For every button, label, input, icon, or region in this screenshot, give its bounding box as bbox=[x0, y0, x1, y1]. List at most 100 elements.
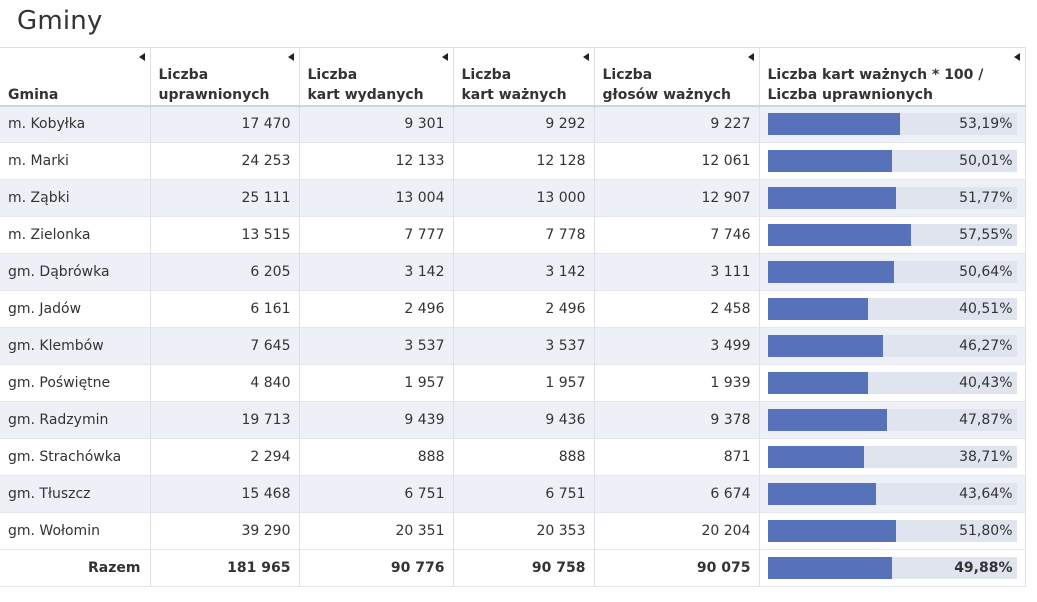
total-waznych: 90 758 bbox=[453, 549, 595, 587]
progress-bar: 50,64% bbox=[767, 261, 1017, 283]
total-glosow: 90 075 bbox=[594, 549, 760, 587]
cell-glosow: 1 939 bbox=[594, 364, 760, 402]
cell-uprawnionych: 7 645 bbox=[150, 327, 300, 365]
cell-gmina: m. Ząbki bbox=[0, 179, 151, 217]
table-row: gm. Jadów 6 161 2 496 2 496 2 458 40,51% bbox=[0, 290, 1026, 328]
cell-wydanych: 6 751 bbox=[299, 475, 454, 513]
progress-bar-fill bbox=[767, 261, 894, 283]
cell-waznych: 3 142 bbox=[453, 253, 595, 291]
progress-bar-label: 50,64% bbox=[959, 264, 1013, 280]
column-header-uprawnionych[interactable]: Liczba uprawnionych bbox=[150, 47, 300, 107]
cell-frekwencja: 38,71% bbox=[759, 438, 1026, 476]
table-row: m. Marki 24 253 12 133 12 128 12 061 50,01% bbox=[0, 142, 1026, 180]
cell-waznych: 2 496 bbox=[453, 290, 595, 328]
progress-bar-fill bbox=[767, 520, 897, 542]
progress-bar-label: 49,88% bbox=[954, 560, 1013, 576]
progress-bar: 46,27% bbox=[767, 335, 1017, 357]
column-header-waznych[interactable]: Liczba kart ważnych bbox=[453, 47, 595, 107]
cell-wydanych: 3 537 bbox=[299, 327, 454, 365]
progress-bar: 47,87% bbox=[767, 409, 1017, 431]
cell-gmina: gm. Wołomin bbox=[0, 512, 151, 550]
cell-wydanych: 7 777 bbox=[299, 216, 454, 254]
column-header-glosow[interactable]: Liczba głosów ważnych bbox=[594, 47, 760, 107]
cell-gmina: gm. Radzymin bbox=[0, 401, 151, 439]
progress-bar-label: 47,87% bbox=[959, 412, 1013, 428]
table-row: gm. Strachówka 2 294 888 888 871 38,71% bbox=[0, 438, 1026, 476]
cell-frekwencja: 50,01% bbox=[759, 142, 1026, 180]
cell-waznych: 20 353 bbox=[453, 512, 595, 550]
table-row: gm. Radzymin 19 713 9 439 9 436 9 378 47,87% bbox=[0, 401, 1026, 439]
column-header-frekwencja[interactable]: Liczba kart ważnych * 100 / Liczba upraw… bbox=[759, 47, 1026, 107]
cell-waznych: 12 128 bbox=[453, 142, 595, 180]
progress-bar: 38,71% bbox=[767, 446, 1017, 468]
cell-waznych: 9 292 bbox=[453, 105, 595, 143]
cell-uprawnionych: 13 515 bbox=[150, 216, 300, 254]
cell-wydanych: 12 133 bbox=[299, 142, 454, 180]
cell-gmina: gm. Jadów bbox=[0, 290, 151, 328]
progress-bar-label: 38,71% bbox=[959, 449, 1013, 465]
cell-glosow: 20 204 bbox=[594, 512, 760, 550]
cell-waznych: 1 957 bbox=[453, 364, 595, 402]
cell-waznych: 7 778 bbox=[453, 216, 595, 254]
cell-uprawnionych: 25 111 bbox=[150, 179, 300, 217]
cell-glosow: 3 499 bbox=[594, 327, 760, 365]
progress-bar-fill bbox=[767, 335, 883, 357]
progress-bar: 43,64% bbox=[767, 483, 1017, 505]
cell-frekwencja: 50,64% bbox=[759, 253, 1026, 291]
sort-arrow-icon[interactable] bbox=[287, 53, 294, 61]
cell-frekwencja: 51,80% bbox=[759, 512, 1026, 550]
progress-bar: 49,88% bbox=[767, 557, 1017, 579]
sort-arrow-icon[interactable] bbox=[138, 53, 145, 61]
cell-frekwencja: 40,51% bbox=[759, 290, 1026, 328]
cell-waznych: 3 537 bbox=[453, 327, 595, 365]
cell-gmina: gm. Poświętne bbox=[0, 364, 151, 402]
cell-gmina: m. Zielonka bbox=[0, 216, 151, 254]
cell-waznych: 9 436 bbox=[453, 401, 595, 439]
progress-bar: 40,43% bbox=[767, 372, 1017, 394]
cell-wydanych: 3 142 bbox=[299, 253, 454, 291]
progress-bar-label: 50,01% bbox=[959, 153, 1013, 169]
cell-uprawnionych: 17 470 bbox=[150, 105, 300, 143]
progress-bar-fill bbox=[767, 372, 869, 394]
results-table: Gmina Liczba uprawnionych Liczba kart wy… bbox=[0, 47, 1026, 587]
sort-arrow-icon[interactable] bbox=[747, 53, 754, 61]
total-row: Razem 181 965 90 776 90 758 90 075 49,88… bbox=[0, 549, 1026, 587]
progress-bar-label: 40,43% bbox=[959, 375, 1013, 391]
cell-glosow: 12 061 bbox=[594, 142, 760, 180]
total-wydanych: 90 776 bbox=[299, 549, 454, 587]
table-row: m. Zielonka 13 515 7 777 7 778 7 746 57,55% bbox=[0, 216, 1026, 254]
cell-frekwencja: 51,77% bbox=[759, 179, 1026, 217]
column-header-wydanych[interactable]: Liczba kart wydanych bbox=[299, 47, 454, 107]
progress-bar: 50,01% bbox=[767, 150, 1017, 172]
progress-bar: 40,51% bbox=[767, 298, 1017, 320]
cell-uprawnionych: 19 713 bbox=[150, 401, 300, 439]
sort-arrow-icon[interactable] bbox=[441, 53, 448, 61]
cell-frekwencja: 53,19% bbox=[759, 105, 1026, 143]
page-title: Gminy bbox=[17, 6, 103, 36]
progress-bar: 57,55% bbox=[767, 224, 1017, 246]
table-footer: Razem 181 965 90 776 90 758 90 075 49,88… bbox=[0, 549, 1026, 587]
progress-bar-label: 46,27% bbox=[959, 338, 1013, 354]
progress-bar-fill bbox=[767, 298, 869, 320]
cell-glosow: 3 111 bbox=[594, 253, 760, 291]
sort-arrow-icon[interactable] bbox=[1013, 53, 1020, 61]
total-uprawnionych: 181 965 bbox=[150, 549, 300, 587]
table-row: gm. Tłuszcz 15 468 6 751 6 751 6 674 43,64% bbox=[0, 475, 1026, 513]
cell-frekwencja: 57,55% bbox=[759, 216, 1026, 254]
cell-uprawnionych: 6 161 bbox=[150, 290, 300, 328]
progress-bar: 51,80% bbox=[767, 520, 1017, 542]
cell-frekwencja: 40,43% bbox=[759, 364, 1026, 402]
sort-arrow-icon[interactable] bbox=[582, 53, 589, 61]
total-frekwencja-cell: 49,88% bbox=[759, 549, 1026, 587]
cell-wydanych: 888 bbox=[299, 438, 454, 476]
cell-uprawnionych: 15 468 bbox=[150, 475, 300, 513]
table-row: gm. Klembów 7 645 3 537 3 537 3 499 46,27% bbox=[0, 327, 1026, 365]
progress-bar-label: 43,64% bbox=[959, 486, 1013, 502]
cell-gmina: m. Marki bbox=[0, 142, 151, 180]
progress-bar-fill bbox=[767, 409, 887, 431]
table-row: m. Ząbki 25 111 13 004 13 000 12 907 51,77% bbox=[0, 179, 1026, 217]
cell-glosow: 871 bbox=[594, 438, 760, 476]
cell-wydanych: 9 439 bbox=[299, 401, 454, 439]
column-header-gmina[interactable]: Gmina bbox=[0, 47, 151, 107]
progress-bar-fill bbox=[767, 150, 893, 172]
